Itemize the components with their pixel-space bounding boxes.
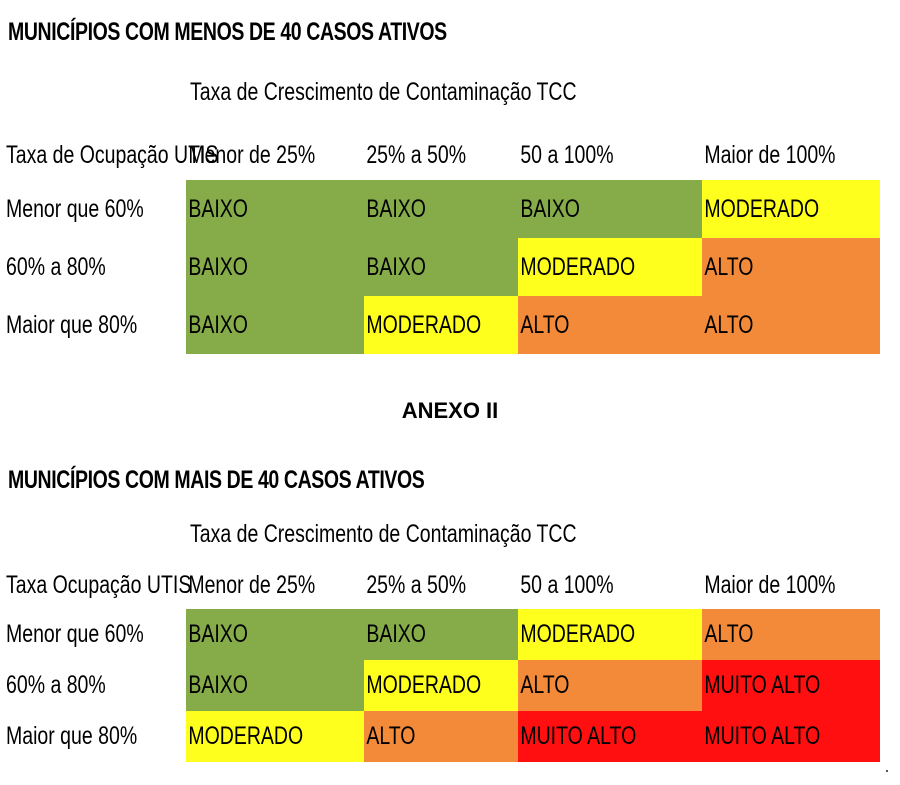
table2-col-1: Menor de 25% — [188, 570, 316, 599]
table1-row-label: Maior que 80% — [6, 310, 138, 339]
risk-cell: MODERADO — [364, 660, 518, 711]
table2-col-2: 25% a 50% — [366, 570, 467, 599]
table1-row-label: 60% a 80% — [6, 252, 106, 281]
risk-cell: BAIXO — [186, 180, 364, 238]
table1-row-header: Taxa de Ocupação UTIS — [6, 140, 219, 169]
risk-cell: ALTO — [518, 296, 702, 354]
risk-cell: MODERADO — [364, 296, 518, 354]
table1-col-4: Maior de 100% — [704, 140, 836, 169]
table1-col-2: 25% a 50% — [366, 140, 467, 169]
table1-row: Menor que 60% BAIXO BAIXO BAIXO MODERADO — [0, 180, 900, 238]
risk-cell: BAIXO — [186, 238, 364, 296]
risk-cell: MODERADO — [186, 711, 364, 762]
risk-cell: ALTO — [702, 296, 880, 354]
table1-title: MUNICÍPIOS COM MENOS DE 40 CASOS ATIVOS — [8, 18, 447, 46]
table1-tcc-label: Taxa de Crescimento de Contaminação TCC — [190, 78, 577, 106]
annex-label: ANEXO II — [401, 398, 499, 423]
table1-row: Maior que 80% BAIXO MODERADO ALTO ALTO — [0, 296, 900, 354]
table2-title: MUNICÍPIOS COM MAIS DE 40 CASOS ATIVOS — [8, 466, 425, 494]
table2-tcc-label: Taxa de Crescimento de Contaminação TCC — [190, 520, 577, 548]
table2-row: 60% a 80% BAIXO MODERADO ALTO MUITO ALTO — [0, 660, 900, 711]
risk-cell: ALTO — [518, 660, 702, 711]
table1-col-3: 50 a 100% — [520, 140, 614, 169]
risk-cell: ALTO — [702, 238, 880, 296]
risk-cell: ALTO — [364, 711, 518, 762]
risk-cell: BAIXO — [364, 180, 518, 238]
table2-col-3: 50 a 100% — [520, 570, 614, 599]
risk-cell: MODERADO — [518, 238, 702, 296]
table2-row-label: 60% a 80% — [6, 671, 106, 699]
risk-cell: MODERADO — [518, 609, 702, 660]
table2-row: Maior que 80% MODERADO ALTO MUITO ALTO M… — [0, 711, 900, 762]
table2-row-header: Taxa Ocupação UTIS — [6, 570, 192, 599]
risk-cell: BAIXO — [186, 609, 364, 660]
risk-cell: BAIXO — [518, 180, 702, 238]
risk-cell: MUITO ALTO — [702, 660, 880, 711]
table1-col-1: Menor de 25% — [188, 140, 316, 169]
risk-cell: BAIXO — [186, 296, 364, 354]
risk-cell: BAIXO — [364, 609, 518, 660]
table2-row: Menor que 60% BAIXO BAIXO MODERADO ALTO — [0, 609, 900, 660]
table2-col-4: Maior de 100% — [704, 570, 836, 599]
risk-cell: BAIXO — [364, 238, 518, 296]
table1-row-label: Menor que 60% — [6, 194, 144, 223]
risk-cell: MUITO ALTO — [702, 711, 880, 762]
stray-dot — [886, 770, 888, 772]
table2-row-label: Menor que 60% — [6, 620, 144, 648]
risk-cell: BAIXO — [186, 660, 364, 711]
table1-row: 60% a 80% BAIXO BAIXO MODERADO ALTO — [0, 238, 900, 296]
risk-cell: MUITO ALTO — [518, 711, 702, 762]
table2-row-label: Maior que 80% — [6, 722, 138, 750]
risk-cell: MODERADO — [702, 180, 880, 238]
risk-cell: ALTO — [702, 609, 880, 660]
